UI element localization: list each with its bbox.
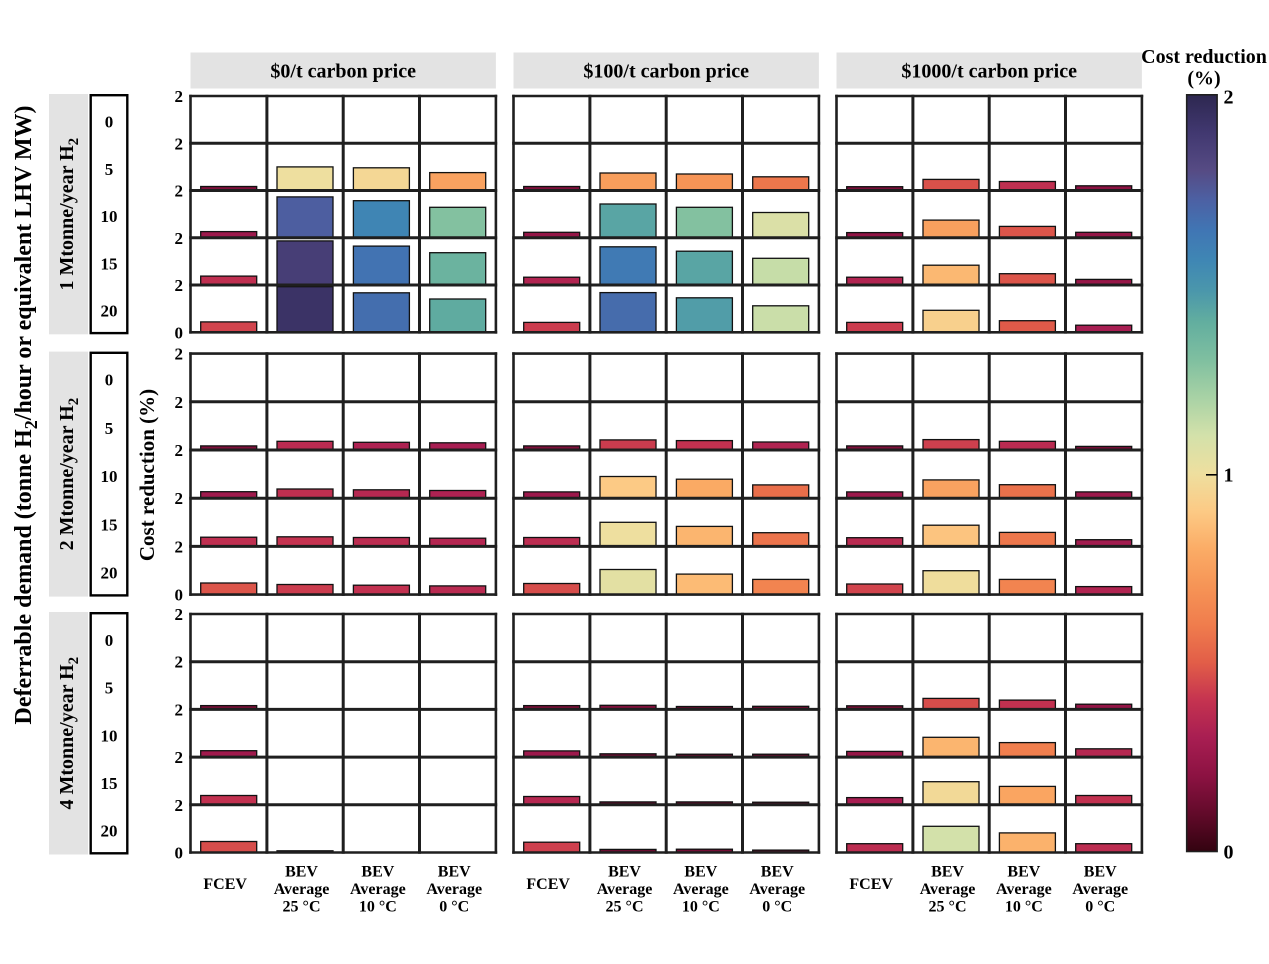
svg-text:2: 2 (175, 87, 184, 106)
svg-text:10 °C: 10 °C (1005, 899, 1043, 916)
svg-text:20: 20 (101, 822, 118, 841)
svg-text:0: 0 (105, 113, 114, 132)
svg-text:FCEV: FCEV (526, 876, 570, 893)
svg-text:2: 2 (175, 489, 184, 508)
svg-text:0: 0 (1224, 842, 1234, 864)
svg-text:0 °C: 0 °C (1085, 899, 1115, 916)
svg-text:Average: Average (597, 881, 653, 898)
svg-text:5: 5 (105, 419, 114, 438)
svg-text:Average: Average (749, 881, 805, 898)
svg-text:2: 2 (175, 748, 184, 767)
svg-text:15: 15 (101, 774, 118, 793)
svg-text:BEV: BEV (1007, 864, 1040, 881)
svg-text:BEV: BEV (684, 864, 717, 881)
svg-text:25 °C: 25 °C (929, 899, 967, 916)
svg-text:0: 0 (175, 586, 184, 605)
svg-text:Average: Average (350, 881, 406, 898)
svg-text:0: 0 (175, 844, 184, 863)
svg-text:2: 2 (175, 134, 184, 153)
svg-text:FCEV: FCEV (203, 876, 247, 893)
svg-text:0: 0 (105, 371, 114, 390)
svg-text:FCEV: FCEV (849, 876, 893, 893)
svg-text:2: 2 (175, 345, 184, 364)
svg-text:5: 5 (105, 679, 114, 698)
svg-text:(%): (%) (1187, 68, 1220, 90)
svg-text:10 °C: 10 °C (359, 899, 397, 916)
svg-text:2: 2 (175, 605, 184, 624)
svg-text:5: 5 (105, 160, 114, 179)
svg-text:BEV: BEV (361, 864, 394, 881)
svg-text:2: 2 (175, 537, 184, 556)
svg-text:BEV: BEV (931, 864, 964, 881)
svg-text:2: 2 (175, 653, 184, 672)
svg-text:0: 0 (175, 323, 184, 342)
svg-text:2: 2 (175, 229, 184, 248)
svg-text:10: 10 (101, 207, 118, 226)
svg-text:2: 2 (175, 796, 184, 815)
svg-text:4 Mtonne/year H2: 4 Mtonne/year H2 (56, 657, 82, 810)
svg-text:2: 2 (175, 276, 184, 295)
svg-text:$0/t carbon price: $0/t carbon price (270, 61, 416, 83)
svg-text:2: 2 (175, 441, 184, 460)
svg-text:Average: Average (1072, 881, 1128, 898)
svg-text:0: 0 (105, 631, 114, 650)
svg-text:Average: Average (996, 881, 1052, 898)
svg-text:10: 10 (101, 726, 118, 745)
svg-text:Average: Average (426, 881, 482, 898)
svg-text:25 °C: 25 °C (606, 899, 644, 916)
svg-text:BEV: BEV (608, 864, 641, 881)
svg-text:10: 10 (101, 467, 118, 486)
svg-text:BEV: BEV (285, 864, 318, 881)
svg-text:$1000/t carbon price: $1000/t carbon price (901, 61, 1077, 83)
svg-text:2: 2 (1224, 87, 1234, 109)
svg-text:2: 2 (175, 393, 184, 412)
svg-text:1: 1 (1224, 465, 1234, 487)
svg-text:Cost reduction (%): Cost reduction (%) (135, 389, 159, 561)
svg-text:BEV: BEV (1084, 864, 1117, 881)
svg-text:Deferrable demand (tonne H2/ho: Deferrable demand (tonne H2/hour or equi… (11, 106, 41, 725)
svg-text:20: 20 (101, 564, 118, 583)
svg-text:0 °C: 0 °C (439, 899, 469, 916)
svg-text:2 Mtonne/year H2: 2 Mtonne/year H2 (56, 398, 82, 551)
svg-text:Average: Average (673, 881, 729, 898)
svg-text:1 Mtonne/year H2: 1 Mtonne/year H2 (56, 138, 82, 291)
svg-text:Cost reduction: Cost reduction (1141, 46, 1267, 68)
svg-text:0 °C: 0 °C (762, 899, 792, 916)
svg-text:25 °C: 25 °C (283, 899, 321, 916)
svg-text:15: 15 (101, 515, 118, 534)
svg-text:Average: Average (920, 881, 976, 898)
svg-text:2: 2 (175, 700, 184, 719)
svg-text:$100/t carbon price: $100/t carbon price (583, 61, 749, 83)
svg-text:BEV: BEV (761, 864, 794, 881)
svg-text:20: 20 (101, 302, 118, 321)
svg-text:Average: Average (274, 881, 330, 898)
svg-text:BEV: BEV (438, 864, 471, 881)
svg-text:10 °C: 10 °C (682, 899, 720, 916)
svg-text:15: 15 (101, 254, 118, 273)
svg-text:2: 2 (175, 182, 184, 201)
